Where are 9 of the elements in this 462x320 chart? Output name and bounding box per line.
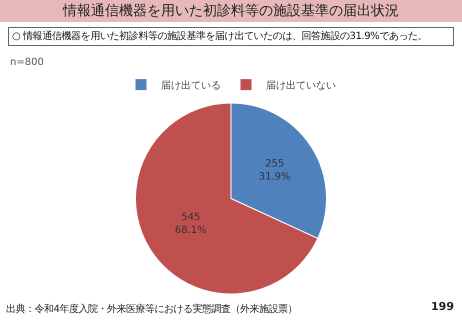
data-label: 255 31.9%: [258, 158, 291, 183]
legend-label: 届け出ている: [161, 80, 221, 92]
text: n=800: [10, 57, 44, 68]
source-note: 出典：令和4年度入院・外来医療等における実態調査（外来施設票）: [6, 302, 297, 316]
text: 199: [431, 300, 454, 313]
data-label: 545 68.1%: [174, 212, 207, 236]
chart-subtitle: ○ 情報通信機器を用いた初診料等の施設基準を届け出ていたのは、回答施設の31.9%であった。: [8, 27, 454, 46]
legend-label: 届け出ていない: [266, 80, 336, 92]
chart-title: 情報通信機器を用いた初診料等の施設基準の届出状況: [0, 0, 462, 22]
